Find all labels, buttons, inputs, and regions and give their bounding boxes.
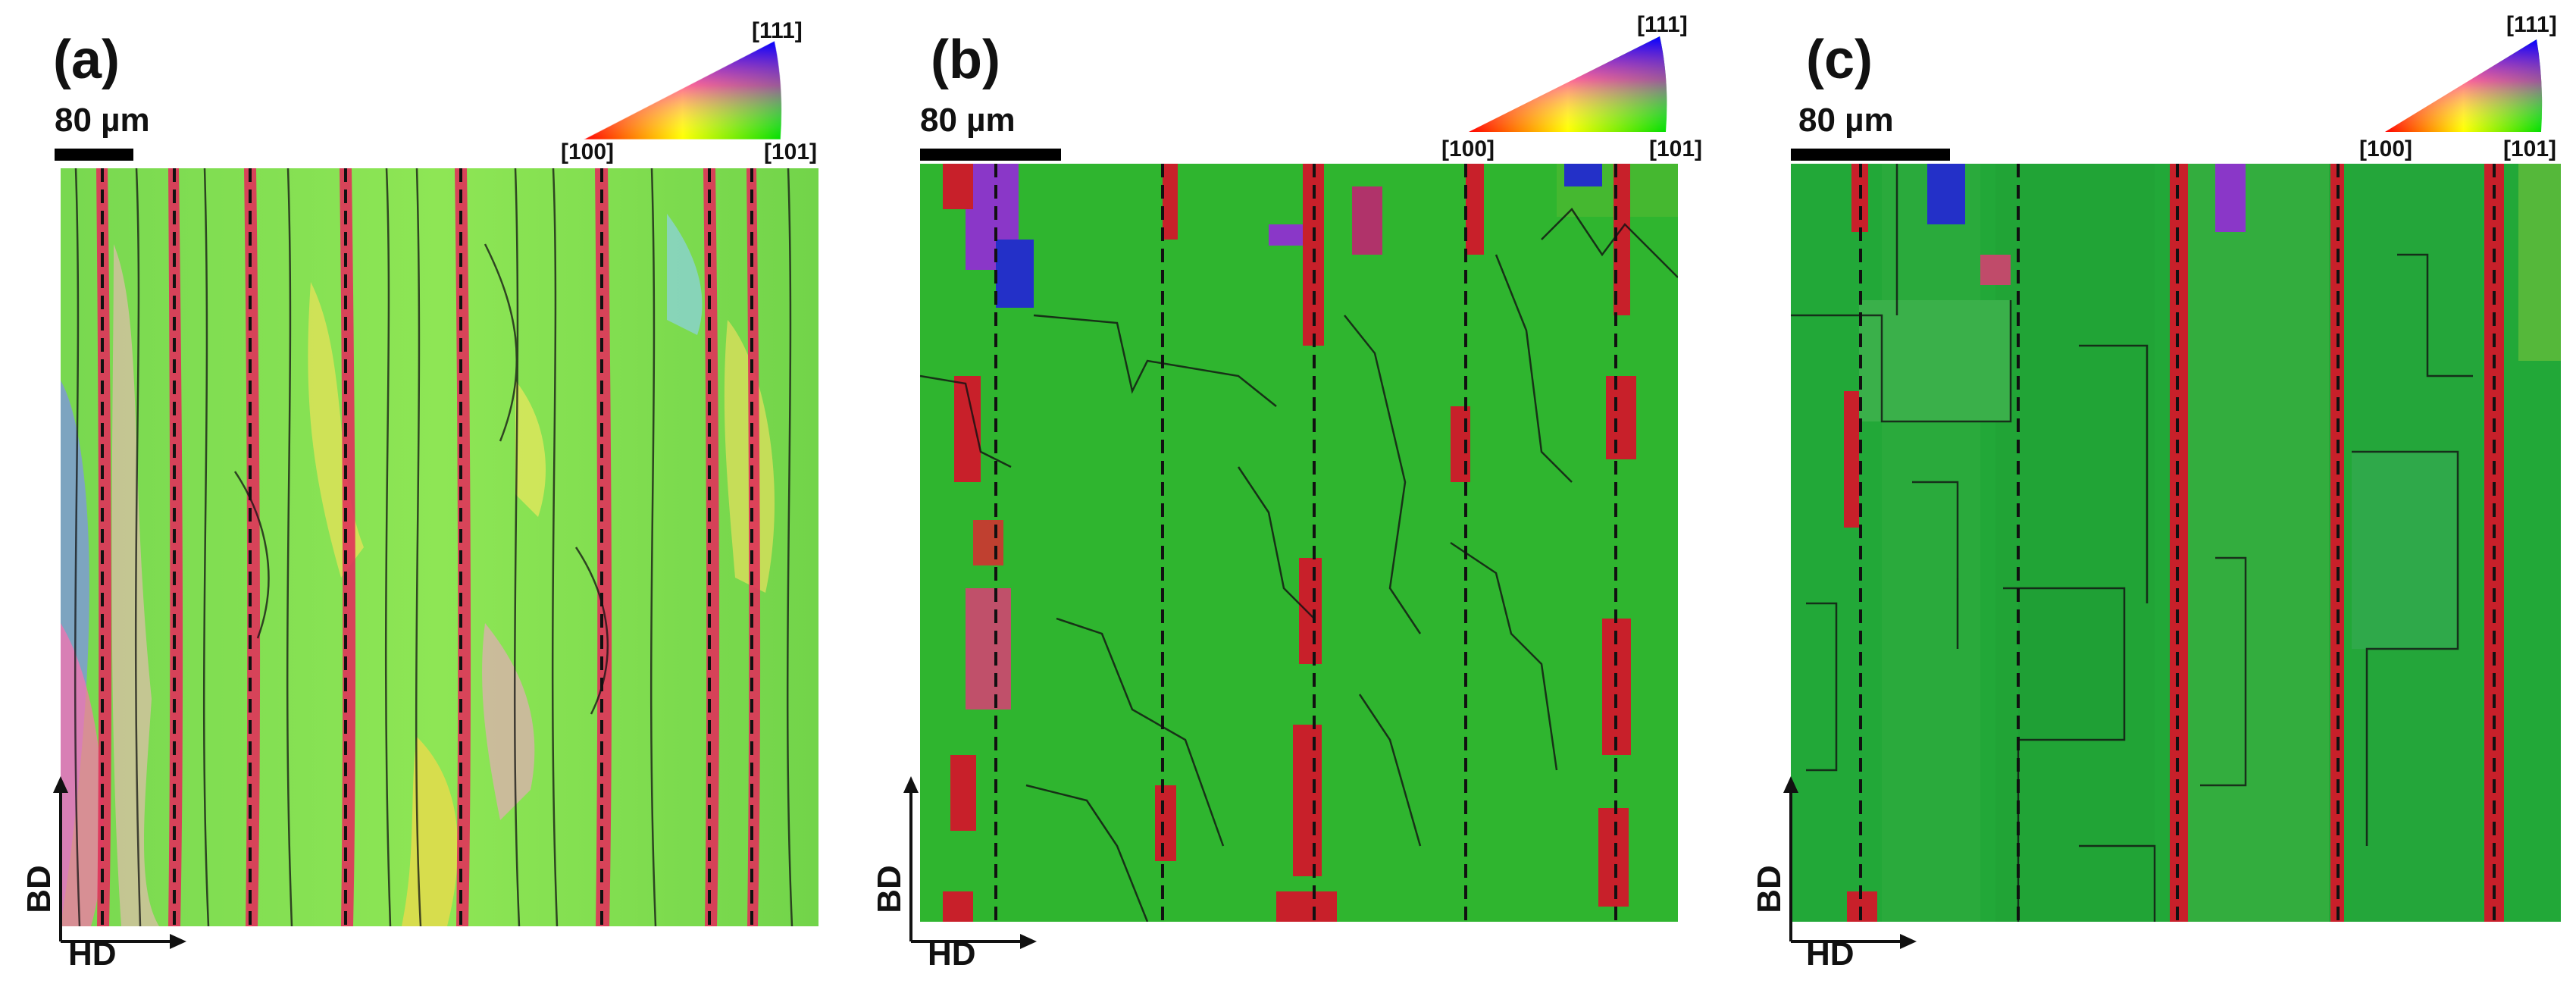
ipf-color-key: [111] [100] [101] xyxy=(553,18,841,170)
ipf-color-key: [111] [100] [101] xyxy=(1416,12,1704,170)
panel-b: (b) 80 µm [111] [100] [101] xyxy=(862,0,1721,993)
panel-label: (c) xyxy=(1806,30,1873,90)
axis-bd-label: BD xyxy=(1750,865,1788,913)
axis-hd-label: HD xyxy=(68,935,117,973)
axis-bd-label: BD xyxy=(870,865,908,913)
ipf-triangle-icon xyxy=(2385,39,2543,132)
panel-c: (c) 80 µm [111] [100] [101] xyxy=(1738,0,2576,993)
ipf-label-101: [101] xyxy=(764,139,818,164)
coordinate-axes-icon xyxy=(903,776,1037,949)
ipf-color-key: [111] [100] [101] xyxy=(2291,12,2576,170)
ipf-triangle-icon xyxy=(583,40,782,140)
ipf-label-111: [111] xyxy=(752,18,803,43)
axis-hd-label: HD xyxy=(928,935,976,973)
scale-bar xyxy=(55,149,133,161)
coordinate-axes-icon xyxy=(53,776,186,949)
panel-a: (a) 80 µm [111] [100] [101] xyxy=(0,0,859,993)
ipf-triangle-icon xyxy=(1469,36,1667,132)
ipf-label-100: [100] xyxy=(2359,136,2413,161)
scale-bar xyxy=(920,149,1061,161)
ipf-label-111: [111] xyxy=(2506,12,2557,37)
axis-hd-label: HD xyxy=(1806,935,1855,973)
ipf-label-111: [111] xyxy=(1637,12,1688,37)
axis-bd-label: BD xyxy=(20,865,58,913)
ipf-label-101: [101] xyxy=(2503,136,2557,161)
ipf-label-100: [100] xyxy=(1441,136,1495,161)
ebsd-ipf-map xyxy=(1791,164,2561,922)
ebsd-ipf-map xyxy=(61,168,818,926)
ipf-label-101: [101] xyxy=(1649,136,1703,161)
ebsd-ipf-map xyxy=(920,164,1678,922)
coordinate-axes-icon xyxy=(1783,776,1917,949)
panel-label: (a) xyxy=(53,30,120,90)
scale-bar-label: 80 µm xyxy=(920,102,1016,139)
scale-bar-label: 80 µm xyxy=(1798,102,1894,139)
scale-bar xyxy=(1791,149,1950,161)
panel-label: (b) xyxy=(931,30,1000,90)
ipf-label-100: [100] xyxy=(561,139,615,164)
scale-bar-label: 80 µm xyxy=(55,102,150,139)
